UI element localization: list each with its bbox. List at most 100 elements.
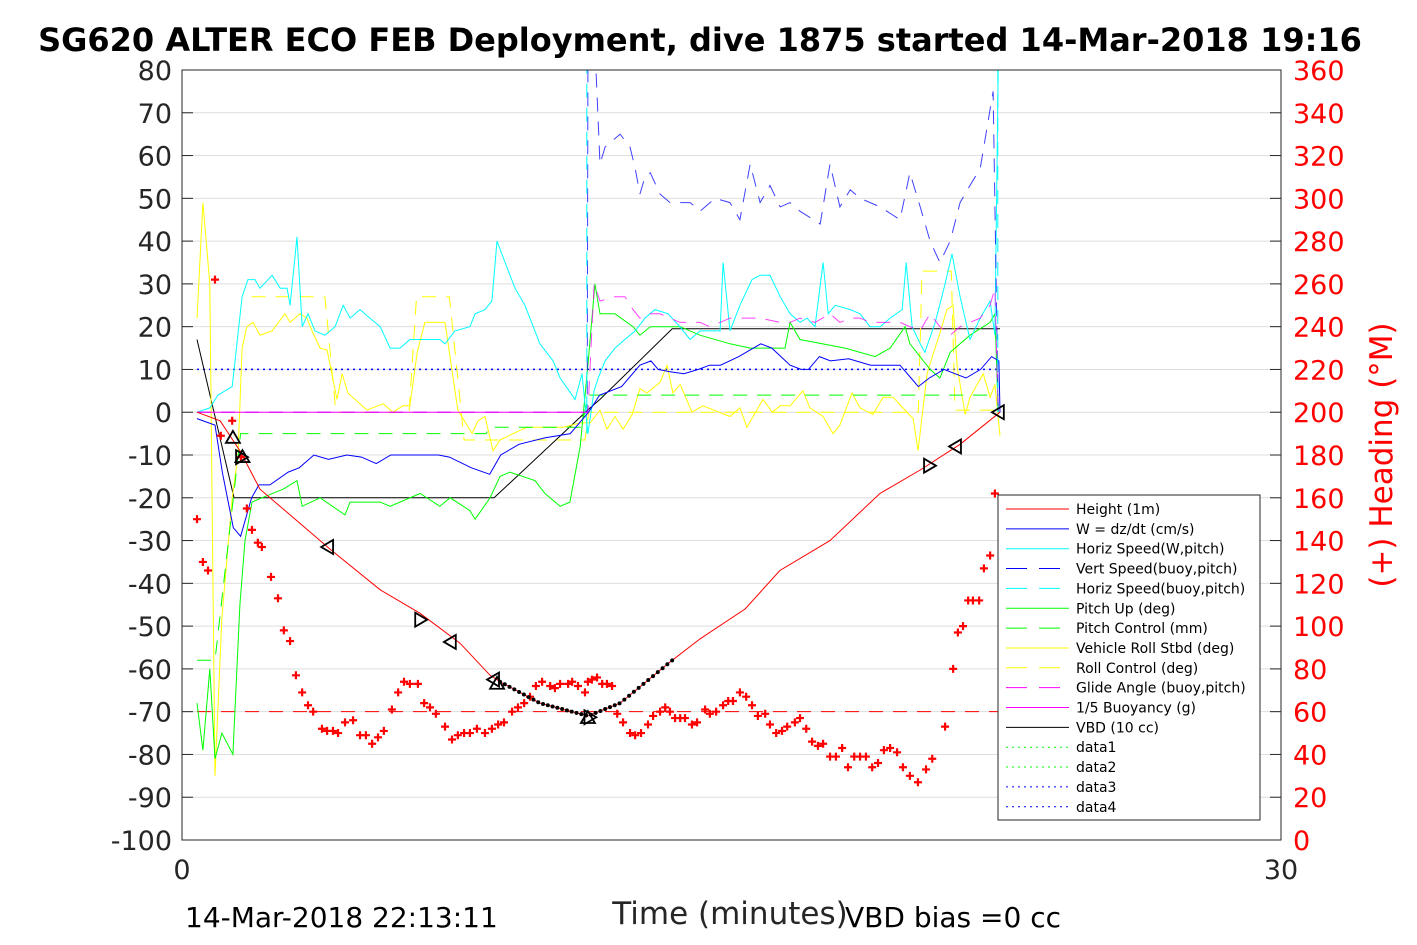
legend-label: Horiz Speed(W,pitch)	[1076, 542, 1224, 558]
heading-point	[420, 699, 429, 708]
heading-point	[719, 701, 728, 710]
heading-point	[913, 778, 922, 787]
triangle-marker	[224, 429, 242, 444]
heading-point	[608, 682, 617, 690]
heading-point	[742, 692, 751, 701]
triangle-marker	[414, 611, 429, 629]
heading-point	[273, 594, 282, 603]
heading-point	[304, 701, 313, 710]
y-tick-label: -50	[128, 612, 172, 643]
y-tick-label: -10	[128, 441, 172, 472]
heading-point	[808, 737, 817, 746]
y-tick-label: -60	[128, 655, 172, 686]
ascent-fit-point	[603, 707, 608, 712]
x-tick-label: 30	[1264, 855, 1298, 886]
heading-point	[753, 711, 762, 720]
y-tick-label: -100	[111, 826, 172, 857]
legend-label: Horiz Speed(buoy,pitch)	[1076, 581, 1245, 597]
heading-point	[447, 735, 456, 744]
triangle-marker	[442, 633, 457, 651]
heading-point	[587, 675, 596, 684]
series-line-vert-speed-buoy-pitch	[197, 69, 999, 413]
heading-point	[368, 739, 377, 748]
heading-point	[656, 707, 665, 716]
legend-label: data1	[1076, 740, 1116, 756]
heading-point	[556, 679, 565, 688]
y-tick-label: 0	[155, 398, 172, 429]
series-line-horiz-speed-w-pitch	[196, 69, 999, 434]
ascent-fit-point	[612, 703, 617, 708]
legend-label: Pitch Up (deg)	[1076, 601, 1175, 617]
heading-point	[431, 709, 440, 718]
heading-point	[546, 682, 555, 690]
legend-label: Pitch Control (mm)	[1076, 621, 1208, 637]
heading-point	[861, 752, 870, 761]
y-tick-label: 70	[138, 99, 172, 130]
ascent-fit-point	[541, 701, 546, 706]
heading-point	[761, 709, 770, 718]
heading-point	[905, 771, 914, 780]
heading-point	[253, 538, 262, 547]
y-tick-label: -90	[128, 783, 172, 814]
ascent-fit-point	[579, 712, 584, 717]
heading-point	[928, 754, 937, 763]
right-tick-label: 280	[1293, 227, 1345, 258]
heading-point	[317, 724, 326, 733]
heading-point	[349, 716, 358, 725]
heading-point	[593, 673, 602, 682]
legend-label: Roll Control (deg)	[1076, 661, 1198, 677]
y-tick-label: -40	[128, 569, 172, 600]
y-tick-label: -70	[128, 698, 172, 729]
heading-point	[480, 729, 489, 738]
right-tick-label: 200	[1293, 398, 1345, 429]
y-tick-label: -30	[128, 527, 172, 558]
y-tick-label: -20	[128, 484, 172, 515]
x-tick-label: 0	[173, 855, 190, 886]
legend-label: W = dz/dt (cm/s)	[1076, 522, 1195, 538]
triangle-marker	[923, 457, 938, 475]
plot-series	[193, 69, 1005, 787]
heading-point	[979, 564, 988, 573]
y-tick-label: -80	[128, 740, 172, 771]
heading-point	[341, 718, 350, 727]
y-tick-label: 50	[138, 184, 172, 215]
ascent-fit-point	[502, 682, 507, 687]
heading-point	[574, 682, 583, 690]
right-tick-label: 340	[1293, 99, 1345, 130]
heading-point	[394, 688, 403, 697]
triangle-marker	[947, 437, 962, 456]
heading-point	[564, 679, 573, 688]
triangle-marker	[488, 675, 506, 690]
heading-point	[953, 628, 962, 637]
heading-point	[665, 707, 674, 716]
heading-point	[941, 722, 950, 731]
ascent-fit-point	[536, 700, 541, 705]
heading-point	[602, 679, 611, 688]
heading-point	[334, 729, 343, 738]
right-tick-label: 60	[1293, 698, 1327, 729]
heading-point	[712, 707, 721, 716]
heading-point	[735, 688, 744, 697]
heading-point	[500, 718, 509, 727]
heading-point	[643, 720, 652, 729]
heading-point	[772, 729, 781, 738]
heading-point	[765, 720, 774, 729]
heading-point	[328, 726, 337, 735]
heading-point	[949, 664, 958, 673]
heading-point	[687, 720, 696, 729]
series-line-horiz-speed-buoy-pitch	[586, 70, 999, 434]
heading-point	[531, 682, 540, 690]
y-tick-label: 60	[138, 142, 172, 173]
series-line-vbd-10-cc	[196, 328, 1000, 499]
ascent-fit-point	[517, 689, 522, 694]
heading-point	[893, 748, 902, 757]
right-tick-label: 260	[1293, 270, 1345, 301]
ascent-fit-point	[651, 674, 656, 679]
heading-point	[520, 699, 529, 708]
heading-point	[986, 551, 995, 560]
ascent-fit-point	[622, 697, 627, 702]
heading-point	[631, 731, 640, 740]
heading-point	[465, 729, 474, 738]
triangle-marker	[583, 708, 599, 726]
